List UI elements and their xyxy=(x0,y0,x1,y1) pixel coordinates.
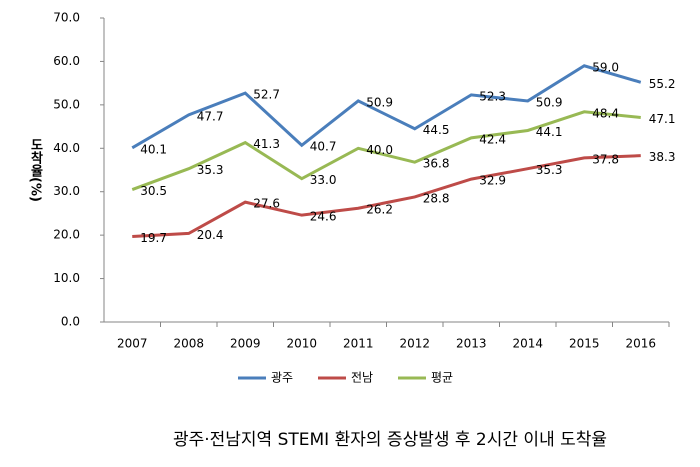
caption: 광주·전남지역 STEMI 환자의 증상발생 후 2시간 이내 도착율 xyxy=(173,430,607,450)
x-tick-label: 2013 xyxy=(456,337,487,351)
x-tick-label: 2012 xyxy=(399,337,430,351)
data-label: 30.5 xyxy=(140,184,167,198)
x-tick-label: 2014 xyxy=(512,337,543,351)
data-label: 32.9 xyxy=(479,174,506,188)
data-label: 19.7 xyxy=(140,231,167,245)
data-label: 44.5 xyxy=(423,123,450,137)
data-label: 47.7 xyxy=(197,109,224,123)
y-tick-label: 70.0 xyxy=(53,11,80,25)
y-tick-label: 40.0 xyxy=(53,141,80,155)
data-label: 50.9 xyxy=(366,95,393,109)
data-label: 36.8 xyxy=(423,157,450,171)
data-label: 26.2 xyxy=(366,203,393,217)
y-tick-label: 0.0 xyxy=(61,315,80,329)
data-label: 52.7 xyxy=(253,88,280,102)
y-tick-label: 50.0 xyxy=(53,97,80,111)
y-tick-label: 10.0 xyxy=(53,271,80,285)
x-tick-label: 2007 xyxy=(117,337,148,351)
legend-label: 평균 xyxy=(431,371,453,385)
data-label: 37.8 xyxy=(592,152,619,166)
x-tick-label: 2011 xyxy=(343,337,374,351)
x-tick-label: 2009 xyxy=(230,337,261,351)
data-label: 38.3 xyxy=(649,150,676,164)
data-label: 48.4 xyxy=(592,106,619,120)
data-label: 20.4 xyxy=(197,228,224,242)
data-label: 40.7 xyxy=(310,140,337,154)
data-label: 28.8 xyxy=(423,191,450,205)
data-label: 52.3 xyxy=(479,89,506,103)
x-tick-label: 2016 xyxy=(625,337,656,351)
data-label: 41.3 xyxy=(253,137,280,151)
data-label: 42.4 xyxy=(479,132,506,146)
series-line xyxy=(132,154,641,238)
y-tick-label: 20.0 xyxy=(53,228,80,242)
series-line xyxy=(131,64,642,150)
legend-label: 전남 xyxy=(351,371,373,385)
data-label: 35.3 xyxy=(197,163,224,177)
data-label: 33.0 xyxy=(310,173,337,187)
data-label: 59.0 xyxy=(592,60,619,74)
data-label: 40.0 xyxy=(366,143,393,157)
y-tick-label: 30.0 xyxy=(53,184,80,198)
series-line xyxy=(131,110,641,191)
data-label: 50.9 xyxy=(536,95,563,109)
data-label: 55.2 xyxy=(649,77,676,91)
data-label: 27.6 xyxy=(253,197,280,211)
data-label: 47.1 xyxy=(649,112,676,126)
data-label: 24.6 xyxy=(310,210,337,224)
x-tick-label: 2015 xyxy=(569,337,600,351)
legend-label: 광주 xyxy=(271,371,293,385)
data-label: 44.1 xyxy=(536,125,563,139)
data-label: 35.3 xyxy=(536,163,563,177)
x-tick-label: 2008 xyxy=(173,337,204,351)
y-tick-label: 60.0 xyxy=(53,54,80,68)
data-label: 40.1 xyxy=(140,142,167,156)
x-tick-label: 2010 xyxy=(286,337,317,351)
y-axis-label: 도착율(%) xyxy=(28,138,43,202)
